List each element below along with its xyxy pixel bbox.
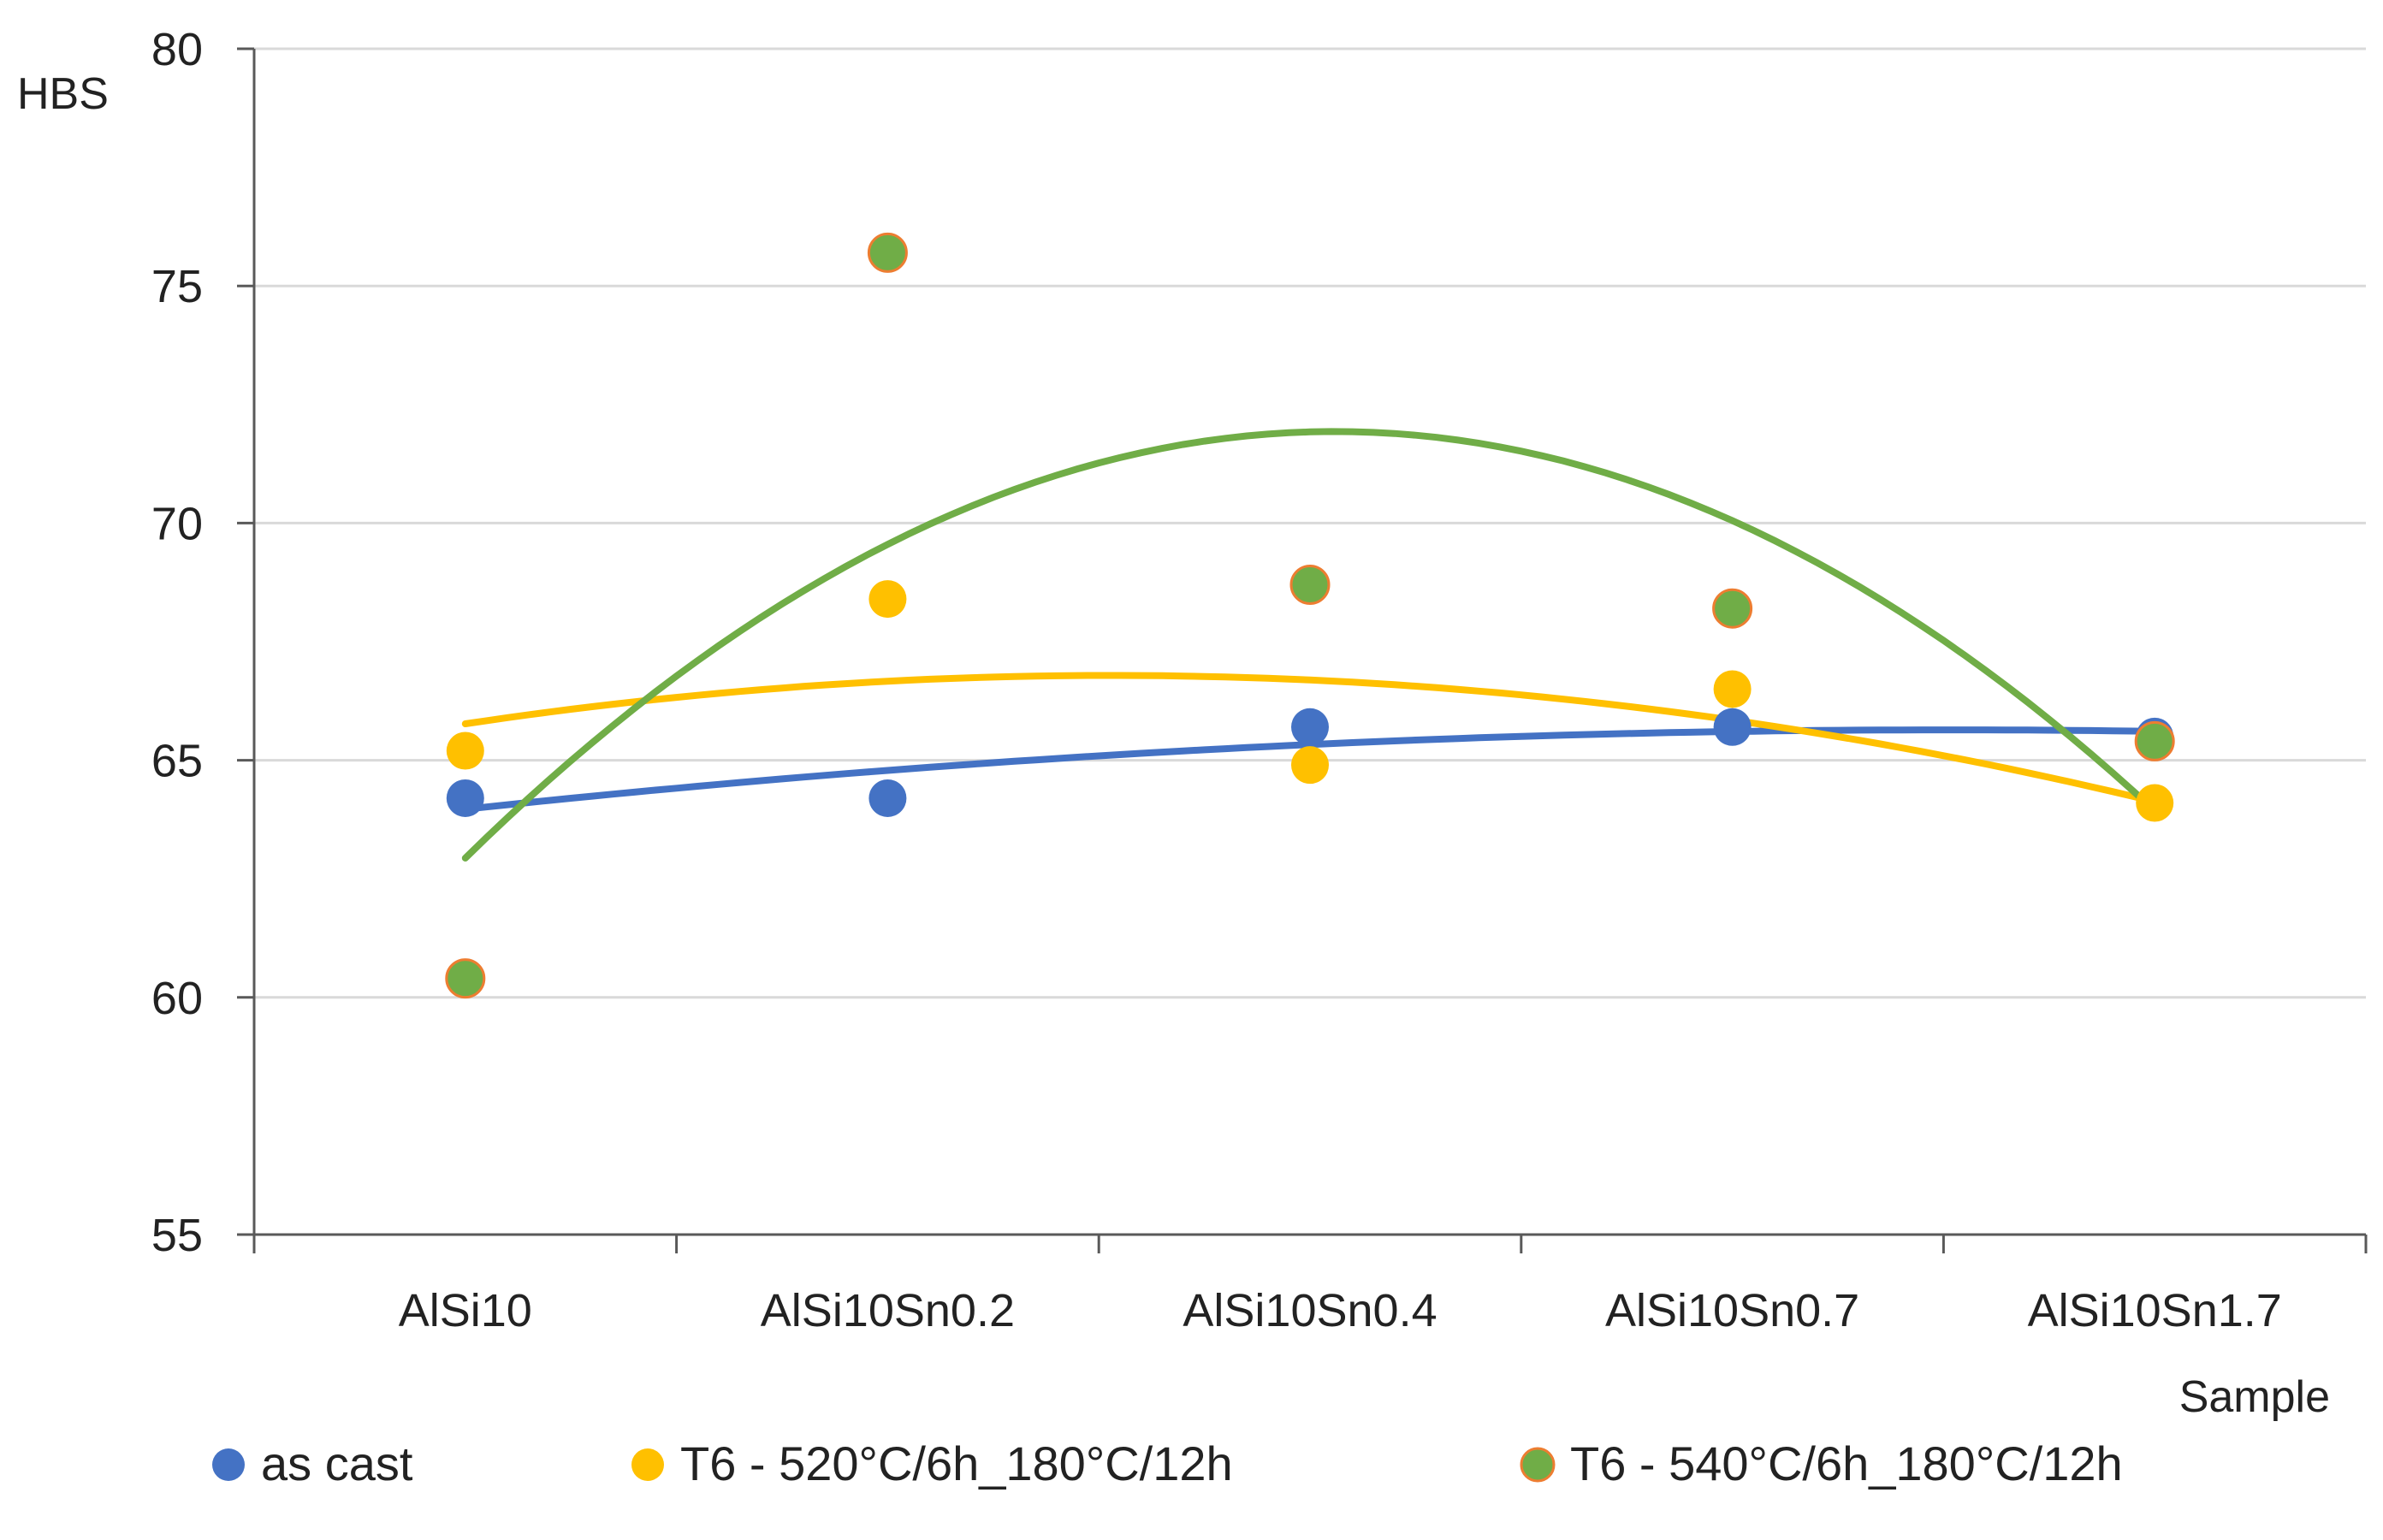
point-series-2-1 — [867, 232, 908, 273]
y-axis-title: HBS — [17, 69, 109, 119]
y-tick-label-80: 80 — [151, 24, 203, 75]
point-series-1-1 — [868, 580, 907, 619]
axis-labels: HBS Sample — [17, 69, 2330, 1422]
axes: 55 60 65 70 75 80 AlSi10 AlSi10Sn0.2 AlSi10Sn0.4… — [151, 24, 2368, 1336]
trendline-series-1 — [461, 672, 2159, 805]
gridlines — [254, 47, 2366, 999]
x-axis-title: Sample — [2179, 1372, 2330, 1422]
x-tick-label-1: AlSi10Sn0.2 — [761, 1285, 1015, 1336]
point-series-0-3 — [1713, 708, 1752, 746]
y-tick-label-55: 55 — [151, 1210, 203, 1261]
point-series-2-2 — [1289, 564, 1331, 605]
point-series-2-3 — [1712, 588, 1753, 629]
point-series-0-1 — [868, 779, 907, 817]
trendline-series-2 — [461, 428, 2159, 862]
y-tick-label-70: 70 — [151, 498, 203, 549]
x-tick-label-4: AlSi10Sn1.7 — [2028, 1285, 2282, 1336]
legend-marker-0 — [212, 1448, 245, 1481]
x-tick-label-2: AlSi10Sn0.4 — [1183, 1285, 1437, 1336]
legend-label-2: T6 - 540°C/6h_180°C/12h — [1570, 1436, 2123, 1490]
point-series-1-3 — [1713, 670, 1752, 708]
point-series-1-4 — [2136, 784, 2174, 822]
y-tick-label-65: 65 — [151, 736, 203, 787]
y-tick-label-75: 75 — [151, 261, 203, 312]
legend: as cast T6 - 520°C/6h_180°C/12h T6 - 540°C… — [212, 1436, 2123, 1490]
point-series-0-2 — [1291, 708, 1329, 746]
x-tick-label-0: AlSi10 — [399, 1285, 532, 1336]
point-series-2-4 — [2134, 720, 2175, 761]
legend-label-0: as cast — [261, 1436, 413, 1490]
y-tick-label-60: 60 — [151, 973, 203, 1024]
point-series-0-0 — [446, 779, 484, 817]
point-series-2-0 — [445, 958, 486, 999]
data-points — [445, 232, 2175, 999]
point-series-1-2 — [1291, 746, 1329, 785]
legend-marker-1 — [631, 1448, 664, 1481]
point-series-1-0 — [446, 732, 484, 770]
legend-marker-2 — [1520, 1447, 1556, 1483]
trendlines — [461, 428, 2159, 862]
legend-label-1: T6 - 520°C/6h_180°C/12h — [680, 1436, 1233, 1490]
x-tick-label-3: AlSi10Sn0.7 — [1605, 1285, 1859, 1336]
